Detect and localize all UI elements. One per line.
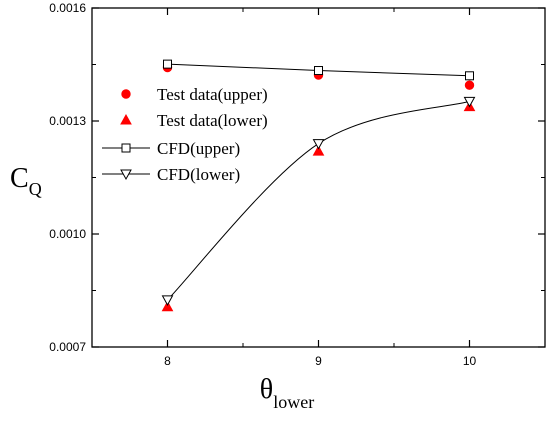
y-tick-label: 0.0013 — [49, 114, 86, 128]
y-axis-title-main: C — [10, 163, 29, 194]
y-tick-label: 0.0007 — [49, 340, 86, 354]
x-axis-title-sub: lower — [273, 392, 314, 412]
x-tick-label: 9 — [315, 354, 322, 368]
legend-marker — [121, 89, 131, 99]
y-axis-title-sub: Q — [29, 179, 42, 199]
legend-label: CFD(upper) — [157, 139, 240, 158]
data-point — [161, 295, 174, 306]
legend-label: Test data(lower) — [157, 111, 268, 130]
series-line-cfd-lower — [167, 100, 470, 301]
x-axis-title-main: θ — [260, 374, 273, 405]
legend-item: Test data(upper) — [121, 85, 268, 104]
y-tick-label: 0.0010 — [49, 227, 86, 241]
y-tick-label: 0.0016 — [49, 1, 86, 15]
data-point — [463, 96, 476, 108]
x-tick-label: 8 — [164, 354, 171, 368]
legend-marker — [120, 113, 132, 125]
data-point — [312, 139, 325, 150]
x-axis-title: θlower — [260, 374, 314, 412]
legend-label: CFD(lower) — [157, 165, 240, 184]
data-point — [464, 80, 475, 90]
data-point — [314, 66, 323, 76]
legend-item: CFD(lower) — [102, 165, 240, 184]
legend-marker — [121, 143, 131, 153]
legend-marker — [120, 169, 132, 181]
y-axis-title: CQ — [10, 163, 42, 199]
legend-item: CFD(upper) — [102, 139, 240, 158]
legend-label: Test data(upper) — [157, 85, 268, 104]
axis-ticks: 0.0007 0.0010 0.0013 0.0016 8 9 10 — [49, 1, 545, 368]
x-tick-label: 10 — [463, 354, 477, 368]
data-point — [163, 59, 172, 69]
legend: Test data(upper) Test data(lower) CFD(uppe… — [102, 85, 268, 184]
data-point — [312, 145, 325, 156]
data-point — [465, 71, 474, 81]
data-series — [161, 59, 476, 312]
legend-item: Test data(lower) — [120, 111, 268, 130]
data-point — [161, 300, 174, 312]
